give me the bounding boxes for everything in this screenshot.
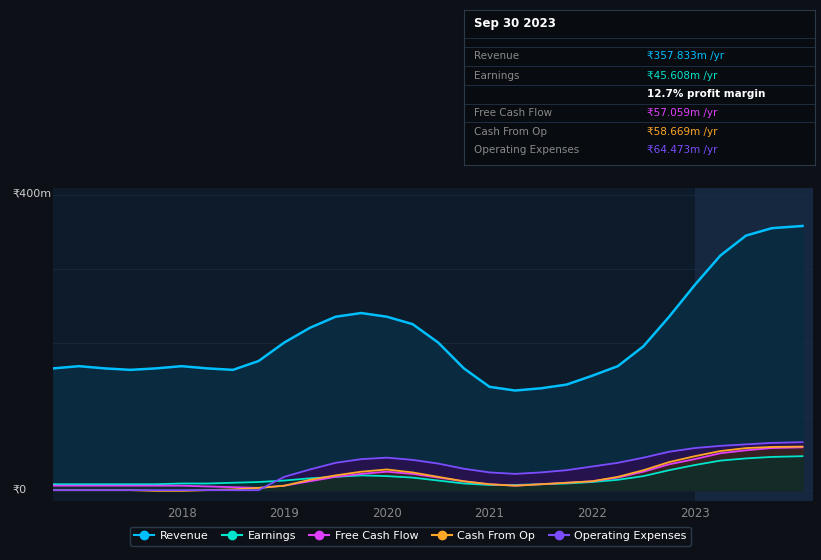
- Text: ₹58.669m /yr: ₹58.669m /yr: [647, 127, 717, 137]
- Text: ₹45.608m /yr: ₹45.608m /yr: [647, 71, 717, 81]
- Text: ₹357.833m /yr: ₹357.833m /yr: [647, 51, 724, 61]
- Text: ₹0: ₹0: [12, 485, 26, 495]
- Text: Free Cash Flow: Free Cash Flow: [475, 108, 553, 118]
- Text: Earnings: Earnings: [475, 71, 520, 81]
- Text: ₹400m: ₹400m: [12, 188, 52, 198]
- Text: Cash From Op: Cash From Op: [475, 127, 548, 137]
- Text: ₹64.473m /yr: ₹64.473m /yr: [647, 146, 717, 156]
- Text: Operating Expenses: Operating Expenses: [475, 146, 580, 156]
- Text: Revenue: Revenue: [475, 51, 520, 61]
- Legend: Revenue, Earnings, Free Cash Flow, Cash From Op, Operating Expenses: Revenue, Earnings, Free Cash Flow, Cash …: [130, 527, 691, 545]
- Bar: [695, 188, 813, 501]
- Text: 12.7% profit margin: 12.7% profit margin: [647, 90, 765, 99]
- Text: ₹57.059m /yr: ₹57.059m /yr: [647, 108, 717, 118]
- Text: Sep 30 2023: Sep 30 2023: [475, 17, 557, 30]
